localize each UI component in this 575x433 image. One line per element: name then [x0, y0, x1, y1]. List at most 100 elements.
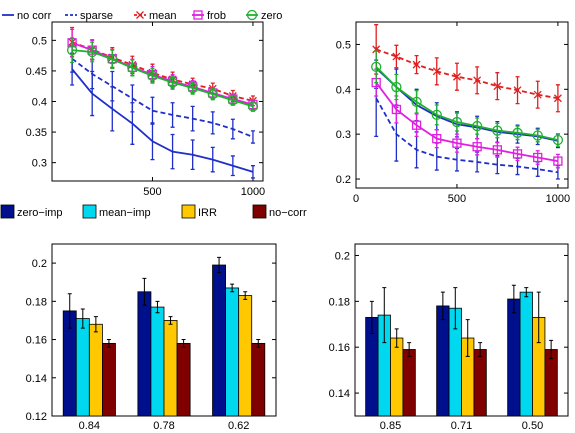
line-chart-1-series-sparse-error-bar [210, 111, 215, 135]
line-chart-2-series-frob-marker [553, 156, 563, 166]
line-chart-1-series-zero-marker [227, 95, 239, 106]
legend-label: mean−imp [99, 207, 151, 219]
line-chart-2-xtick-label: 0 [353, 193, 359, 205]
bar-chart-4-error-bar [369, 300, 374, 334]
line-chart-1-series-zero-marker [87, 46, 98, 58]
bar-chart-3-error-bar [217, 256, 222, 274]
line-chart-2-series-zero-marker [492, 125, 503, 136]
line-chart-2-ytick-label: 0.5 [336, 39, 351, 51]
bar-chart-4-bar [436, 305, 450, 417]
bar-chart-3-error-bar [256, 339, 261, 348]
bar-chart-4-error-bar [536, 291, 541, 344]
bar-chart-3-error-bar [230, 283, 235, 293]
bar-chart-3-bar [137, 291, 152, 417]
bar-chart-4-bar [544, 349, 558, 417]
line-chart-2-xtick-label: 1000 [546, 193, 570, 205]
line-chart-1-series-no-corr [70, 52, 255, 179]
line-chart-2-series-frob-marker [391, 104, 402, 115]
legend-marker [136, 11, 144, 19]
line-chart-1-ytick-label: 0.5 [32, 35, 47, 47]
line-chart-2-series-frob-marker [533, 152, 543, 163]
bar-chart-3-error-bar [67, 293, 72, 329]
line-chart-2-series-mean-marker [412, 60, 421, 69]
line-chart-2-series-mean-line [375, 48, 559, 100]
bar-chart-3-ytick-label: 0.2 [32, 258, 47, 270]
bar-chart-3-bar [150, 306, 165, 417]
line-legend: no corr sparse mean frob zero [2, 9, 282, 22]
bar-chart-4-error-bar [440, 291, 445, 321]
bar-chart-3-category-label: 0.78 [153, 420, 174, 432]
line-chart-1-series-sparse-error-bar [250, 130, 255, 144]
bar-chart-4-error-bar [407, 342, 412, 357]
bar-chart-3-ytick-label: 0.16 [26, 335, 47, 347]
line-chart-2-series-mean-marker [513, 86, 522, 95]
line-chart-2-xtick-label: 500 [448, 193, 466, 205]
bar-chart-4-error-bar [453, 287, 458, 330]
bar-chart-4-error-bar [478, 342, 483, 357]
bar-chart-3-bar [176, 342, 191, 417]
bar-chart-4-error-bar [465, 319, 470, 357]
legend-label: IRR [198, 207, 217, 219]
line-chart-1-series-no-corr-line [71, 68, 254, 173]
bar-chart-3-ytick-label: 0.12 [26, 411, 47, 423]
bar-chart-4-error-bar [524, 287, 529, 298]
line-chart-2-series-mean-marker [553, 94, 562, 103]
bar-chart-3-bar [102, 342, 116, 417]
bar-chart-3-bar [238, 295, 253, 417]
line-chart-2-series-zero-marker [451, 116, 463, 128]
bar-chart-4: 0.14 0.16 0.18 0.2 0.85 0.71 0.50 [329, 243, 569, 432]
line-chart-2-series-mean [372, 24, 562, 113]
bar-chart-3-bar [212, 264, 227, 417]
legend-swatch [181, 204, 196, 219]
line-chart-2-series-zero [371, 50, 564, 147]
bar-chart-3-bar [75, 318, 90, 417]
bar-chart-4-category-label: 0.85 [380, 420, 401, 432]
line-chart-1-series-frob-line [71, 41, 254, 106]
bar-legend: zero−imp mean−imp IRR no−corr [0, 204, 307, 219]
line-chart-1-series-zero-marker [167, 77, 178, 88]
line-chart-2-series-zero-marker [431, 109, 442, 121]
line-chart-1-series-zero [66, 37, 259, 112]
line-chart-2-series-zero-marker [532, 130, 543, 141]
bar-chart-3-error-bar [168, 316, 173, 325]
line-chart-2-series-mean-marker [473, 76, 482, 85]
legend-label: mean [149, 10, 177, 22]
legend-marker [193, 10, 203, 20]
bar-chart-4-ytick-label: 0.2 [335, 250, 350, 262]
line-chart-1-ytick-label: 0.45 [26, 66, 47, 78]
legend-marker [246, 9, 258, 21]
line-chart-1-series-sparse [70, 44, 255, 144]
bar-chart-3-error-bar [93, 316, 98, 333]
bar-chart-4-error-bar [382, 287, 387, 344]
line-chart-2-series-frob-marker [512, 149, 523, 159]
line-chart-1-ytick-label: 0.35 [26, 127, 47, 139]
bar-chart-3-error-bar [142, 277, 147, 306]
bar-chart-3-error-bar [181, 339, 186, 348]
line-chart-2-series-zero-marker [391, 81, 402, 93]
bar-chart-3-error-bar [80, 308, 85, 329]
line-chart-1-series-zero-marker [247, 101, 259, 112]
line-chart-2-series-mean-marker [493, 82, 502, 91]
line-chart-2-series-frob-marker [452, 138, 462, 148]
line-chart-1-series-zero-marker [187, 82, 198, 94]
line-chart-1-series-zero-error-bar [70, 37, 75, 64]
line-chart-2-series-frob-marker [472, 142, 482, 152]
line-chart-2: 0 500 1000 0.2 0.3 0.4 0.5 [336, 21, 570, 205]
line-chart-1-series-zero-marker [107, 54, 118, 65]
line-chart-1-series-zero-marker [66, 44, 78, 56]
line-chart-2-series-zero-error-bar [374, 50, 379, 84]
bar-chart-3-category-label: 0.84 [79, 420, 100, 432]
line-chart-2-ytick-label: 0.3 [336, 129, 351, 141]
legend-label: zero−imp [17, 207, 63, 219]
line-chart-2-series-mean-marker [452, 72, 461, 81]
bar-chart-3-bar [225, 287, 240, 417]
line-chart-1-series-zero-line [72, 49, 254, 108]
bar-chart-4-error-bar [511, 284, 516, 314]
legend-label: sparse [80, 10, 113, 22]
bar-chart-3-bar [251, 342, 266, 417]
line-chart-2-series-frob-marker [432, 133, 442, 144]
line-chart-2-series-zero-marker [371, 61, 382, 73]
legend-label: no corr [17, 10, 52, 22]
bar-chart-4-category-label: 0.50 [522, 420, 543, 432]
